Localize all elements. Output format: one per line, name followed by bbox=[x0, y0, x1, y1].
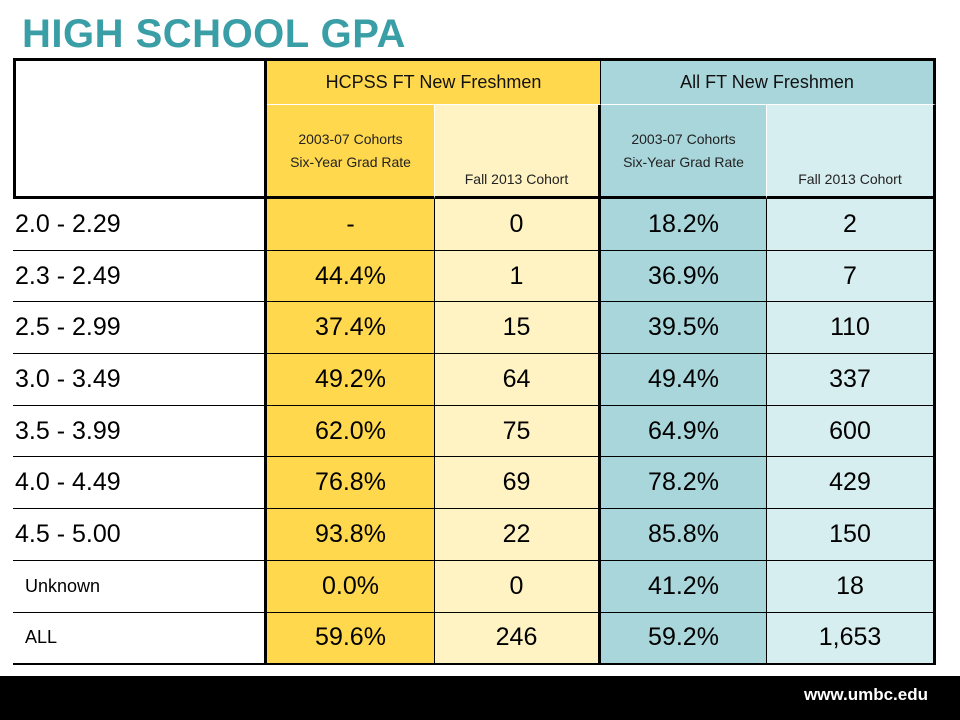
cell-all-cohort: 337 bbox=[767, 354, 936, 406]
subheader-text: 2003-07 Cohorts Six-Year Grad Rate bbox=[290, 130, 411, 170]
cell-hcpss-cohort: 1 bbox=[435, 250, 601, 303]
subheader-all-grad-rate: 2003-07 Cohorts Six-Year Grad Rate bbox=[601, 105, 767, 199]
cell-all-cohort: 600 bbox=[767, 405, 936, 458]
cell-all-cohort: 7 bbox=[767, 250, 936, 303]
cell-hcpss-cohort: 64 bbox=[435, 354, 601, 406]
cell-all-grad-rate: 59.2% bbox=[601, 612, 767, 665]
cell-hcpss-cohort: 15 bbox=[435, 302, 601, 355]
cell-all-grad-rate: 64.9% bbox=[601, 405, 767, 458]
cell-all-grad-rate: 85.8% bbox=[601, 509, 767, 561]
cell-hcpss-grad-rate: 59.6% bbox=[267, 612, 435, 665]
row-label: 3.0 - 3.49 bbox=[13, 354, 267, 406]
cell-all-cohort: 429 bbox=[767, 457, 936, 510]
gpa-table: HCPSS FT New Freshmen All FT New Freshme… bbox=[13, 58, 936, 665]
cell-hcpss-cohort: 0 bbox=[435, 560, 601, 613]
subheader-text: Fall 2013 Cohort bbox=[464, 171, 569, 187]
table-corner-cell bbox=[13, 58, 267, 199]
cell-hcpss-grad-rate: 37.4% bbox=[267, 302, 435, 355]
row-label: Unknown bbox=[13, 560, 267, 613]
subheader-text: Fall 2013 Cohort bbox=[798, 171, 902, 187]
cell-all-cohort: 110 bbox=[767, 302, 936, 355]
cell-hcpss-grad-rate: 62.0% bbox=[267, 405, 435, 458]
cell-all-grad-rate: 49.4% bbox=[601, 354, 767, 406]
cell-all-grad-rate: 18.2% bbox=[601, 199, 767, 251]
cell-hcpss-grad-rate: 76.8% bbox=[267, 457, 435, 510]
cell-hcpss-cohort: 75 bbox=[435, 405, 601, 458]
subheader-text: 2003-07 Cohorts Six-Year Grad Rate bbox=[623, 130, 744, 170]
cell-hcpss-cohort: 246 bbox=[435, 612, 601, 665]
cell-all-cohort: 150 bbox=[767, 509, 936, 561]
cell-all-grad-rate: 36.9% bbox=[601, 250, 767, 303]
cell-hcpss-grad-rate: - bbox=[267, 199, 435, 251]
cell-all-cohort: 1,653 bbox=[767, 612, 936, 665]
cell-all-grad-rate: 41.2% bbox=[601, 560, 767, 613]
footer-url[interactable]: www.umbc.edu bbox=[803, 685, 928, 704]
subheader-hcpss-grad-rate: 2003-07 Cohorts Six-Year Grad Rate bbox=[267, 105, 435, 199]
row-label: 2.0 - 2.29 bbox=[13, 199, 267, 251]
cell-hcpss-grad-rate: 0.0% bbox=[267, 560, 435, 613]
cell-hcpss-cohort: 22 bbox=[435, 509, 601, 561]
cell-hcpss-cohort: 69 bbox=[435, 457, 601, 510]
cell-hcpss-grad-rate: 44.4% bbox=[267, 250, 435, 303]
subheader-hcpss-cohort: Fall 2013 Cohort bbox=[435, 105, 601, 199]
row-label: 4.5 - 5.00 bbox=[13, 509, 267, 561]
cell-all-grad-rate: 39.5% bbox=[601, 302, 767, 355]
row-label: ALL bbox=[13, 612, 267, 665]
cell-hcpss-cohort: 0 bbox=[435, 199, 601, 251]
row-label: 2.5 - 2.99 bbox=[13, 302, 267, 355]
subheader-all-cohort: Fall 2013 Cohort bbox=[767, 105, 936, 199]
header-all: All FT New Freshmen bbox=[601, 58, 936, 105]
cell-all-grad-rate: 78.2% bbox=[601, 457, 767, 510]
cell-all-cohort: 18 bbox=[767, 560, 936, 613]
row-label: 4.0 - 4.49 bbox=[13, 457, 267, 510]
row-label: 2.3 - 2.49 bbox=[13, 250, 267, 303]
footer-bar: www.umbc.edu bbox=[0, 676, 960, 720]
page-title: HIGH SCHOOL GPA bbox=[22, 12, 406, 56]
cell-hcpss-grad-rate: 49.2% bbox=[267, 354, 435, 406]
cell-all-cohort: 2 bbox=[767, 199, 936, 251]
cell-hcpss-grad-rate: 93.8% bbox=[267, 509, 435, 561]
row-label: 3.5 - 3.99 bbox=[13, 405, 267, 458]
header-hcpss: HCPSS FT New Freshmen bbox=[267, 58, 601, 105]
